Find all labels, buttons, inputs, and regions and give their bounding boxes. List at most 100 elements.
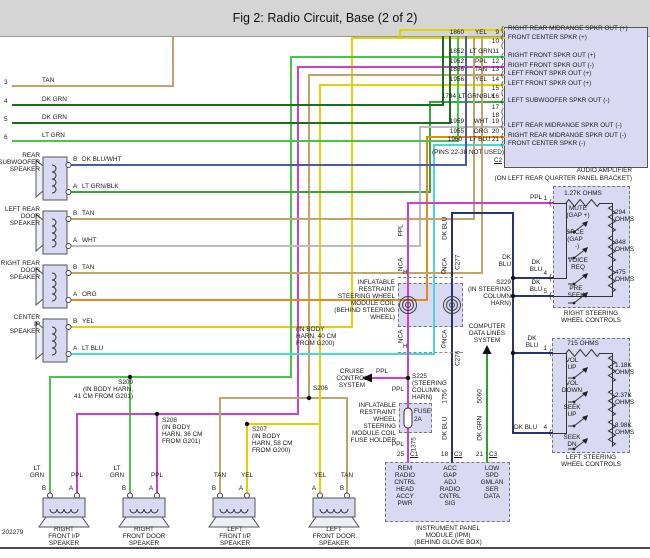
text-label: FRONT CENTER SPKR (+) xyxy=(508,34,587,41)
wire-segment xyxy=(308,74,310,399)
text-label: RIGHT xyxy=(134,526,154,533)
text-label: PPL xyxy=(391,386,404,393)
text-label: OHMS xyxy=(615,246,635,253)
wire-segment xyxy=(512,212,514,434)
text-label: 1 xyxy=(543,345,547,352)
title-bar: Fig 2: Radio Circuit, Base (2 of 2) xyxy=(0,0,650,37)
text-label: STEERING xyxy=(363,423,396,430)
text-label: TAN xyxy=(474,66,488,73)
text-label: DK xyxy=(527,335,537,342)
text-label: C277 xyxy=(454,254,462,270)
text-label: LT xyxy=(113,465,121,472)
wire-segment xyxy=(429,101,505,103)
text-label: SPEAKER xyxy=(9,274,40,281)
text-label: DK xyxy=(531,259,541,266)
text-label: FROM G201) xyxy=(162,438,201,445)
text-label: DK GRN xyxy=(476,415,484,441)
text-label: STEERING WHEEL xyxy=(337,293,395,300)
text-label: DATA LINES xyxy=(469,330,505,337)
connector-bracket: ( xyxy=(501,122,504,131)
wire-segment xyxy=(465,36,467,166)
wire-segment xyxy=(219,397,348,399)
text-label: RIGHT xyxy=(54,526,74,533)
connector-bracket: ( xyxy=(501,140,504,149)
text-label: 25 xyxy=(396,451,404,458)
connector-bracket: ( xyxy=(549,291,552,300)
text-label: YEL xyxy=(82,318,95,325)
text-label: GAP xyxy=(443,472,457,479)
text-label: 1952 xyxy=(449,58,464,65)
text-label: RIGHT FRONT SPKR OUT (-) xyxy=(508,62,594,69)
text-label: AUDIO AMPLIFIER xyxy=(576,167,632,174)
wire-segment xyxy=(398,277,463,278)
text-label: 715 OHMS xyxy=(567,340,599,347)
wire-segment xyxy=(246,423,321,425)
wire-segment xyxy=(457,36,459,142)
text-label: IP xyxy=(33,321,40,328)
wire-segment xyxy=(69,164,467,166)
text-label: ORG xyxy=(82,291,97,298)
wire-segment xyxy=(12,140,459,142)
text-label: HEAD xyxy=(396,486,414,493)
text-label: OHMS xyxy=(615,216,635,223)
text-label: A xyxy=(311,485,317,492)
text-label: C2 xyxy=(493,157,502,164)
text-label: 294 xyxy=(615,209,626,216)
text-label: RIGHT REAR MIDRANGE SPKR OUT (+) xyxy=(508,25,628,32)
text-label: FROM G200) xyxy=(296,340,335,347)
text-label: DK GRN xyxy=(42,96,67,103)
text-label: A xyxy=(73,291,78,298)
ipm-box xyxy=(385,462,510,522)
text-label: NCA xyxy=(397,329,405,344)
wire-segment xyxy=(12,122,451,124)
text-label: 1852 xyxy=(449,48,464,55)
text-label: A xyxy=(73,237,78,244)
text-label: INFLATABLE xyxy=(357,279,395,286)
wire-segment xyxy=(290,56,505,58)
text-label: (PINS 22-38 NOT USED) xyxy=(432,149,504,156)
wire-segment xyxy=(297,66,505,68)
text-label: WHEEL xyxy=(373,416,396,423)
text-label: 2A xyxy=(414,416,422,423)
text-label: SPEAKER xyxy=(219,540,251,547)
text-label: 348 xyxy=(615,239,626,246)
wire-segment xyxy=(12,85,174,87)
wire-segment xyxy=(433,144,435,355)
text-label: 1 xyxy=(543,195,547,202)
text-label: 9 xyxy=(495,29,499,36)
wire-segment xyxy=(512,295,554,297)
text-label: WHEEL CONTROLS xyxy=(561,317,621,324)
text-label: 2.37K xyxy=(615,392,632,399)
text-label: LT GRN xyxy=(469,48,493,55)
connector-bracket: ( xyxy=(549,428,552,437)
wire-segment xyxy=(290,56,292,378)
text-label: 1960 xyxy=(447,136,462,143)
text-label: (ON LEFT REAR QUARTER PANEL BRACKET) xyxy=(494,175,632,182)
text-label: WHT xyxy=(473,118,489,125)
wire-segment xyxy=(473,36,475,220)
text-label: (IN BODY xyxy=(162,424,191,431)
wire-segment xyxy=(551,432,567,434)
text-label: 18 xyxy=(491,112,499,119)
wire-segment xyxy=(429,101,431,193)
text-label: 1959 xyxy=(449,118,464,125)
text-label: SYSTEM xyxy=(338,382,366,389)
text-label: 1955 xyxy=(449,128,464,135)
text-label: 4 xyxy=(4,98,8,105)
text-label: A xyxy=(238,485,244,492)
text-label: (GAP xyxy=(567,236,583,243)
text-label: SPEAKER xyxy=(9,220,40,227)
text-label: SEEK xyxy=(563,404,581,411)
text-label: FRONT I/P xyxy=(48,533,80,540)
text-label: (IN BODY HARN, xyxy=(83,386,133,393)
text-label: LT xyxy=(33,465,41,472)
connector-bracket: ( xyxy=(549,273,552,282)
text-label: WHEEL CONTROLS xyxy=(561,461,621,468)
text-label: 5 xyxy=(543,288,547,295)
text-label: CNTRL xyxy=(394,479,416,486)
wire-segment xyxy=(12,104,444,106)
text-label: LEFT FRONT SPKR OUT (+) xyxy=(508,70,592,77)
connector-bracket: ( xyxy=(501,88,504,97)
text-label: 4 xyxy=(543,270,547,277)
